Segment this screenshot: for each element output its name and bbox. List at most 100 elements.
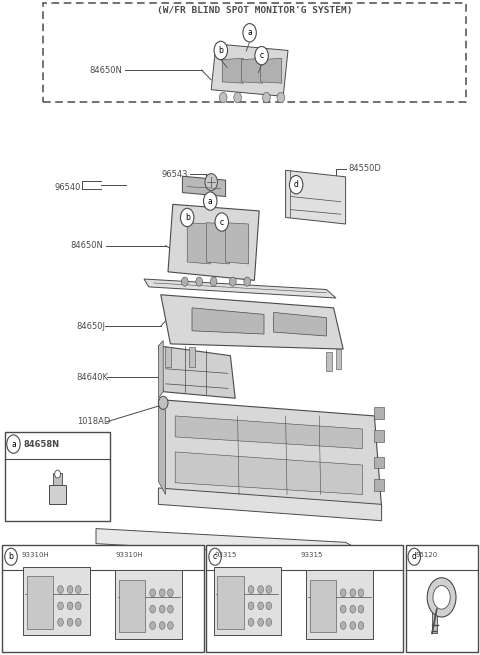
Polygon shape [161, 295, 343, 349]
Circle shape [150, 605, 156, 613]
Bar [119, 580, 145, 632]
Circle shape [358, 605, 364, 613]
Text: 1018AD: 1018AD [77, 417, 110, 426]
Polygon shape [182, 176, 226, 196]
Text: 93310H: 93310H [115, 552, 143, 559]
Circle shape [248, 586, 254, 593]
Circle shape [258, 586, 264, 593]
Circle shape [58, 618, 63, 626]
Bar [374, 407, 384, 419]
Circle shape [159, 589, 165, 597]
Bar [336, 349, 341, 369]
Bar [43, 3, 466, 102]
Text: c: c [213, 552, 217, 561]
Circle shape [158, 396, 168, 409]
Text: 84550D: 84550D [348, 164, 381, 174]
Circle shape [340, 589, 346, 597]
Bar [306, 570, 373, 639]
Circle shape [234, 92, 241, 103]
Circle shape [427, 578, 456, 617]
Circle shape [358, 589, 364, 597]
Circle shape [258, 618, 264, 626]
Bar [189, 347, 195, 367]
Polygon shape [158, 346, 235, 398]
Circle shape [289, 176, 303, 194]
Polygon shape [226, 223, 249, 264]
Bar [310, 580, 336, 632]
Text: (W/FR BLIND SPOT MONITOR'G SYSTEM): (W/FR BLIND SPOT MONITOR'G SYSTEM) [156, 6, 352, 15]
Circle shape [248, 618, 254, 626]
Circle shape [67, 602, 73, 610]
Polygon shape [187, 223, 210, 264]
Bar [374, 457, 384, 468]
Circle shape [181, 277, 188, 286]
Circle shape [75, 618, 81, 626]
Text: c: c [220, 217, 224, 227]
Circle shape [243, 24, 256, 42]
Polygon shape [168, 204, 259, 280]
Circle shape [196, 277, 203, 286]
Polygon shape [211, 44, 288, 96]
Circle shape [408, 548, 420, 565]
Polygon shape [261, 58, 282, 83]
Circle shape [7, 435, 20, 453]
Polygon shape [192, 308, 264, 334]
Circle shape [266, 602, 272, 610]
Text: 93310H: 93310H [22, 552, 49, 559]
Circle shape [180, 208, 194, 227]
Polygon shape [175, 416, 362, 449]
Bar [2, 545, 204, 652]
Bar [374, 479, 384, 491]
Bar [214, 567, 281, 635]
Circle shape [58, 586, 63, 593]
Text: b: b [9, 552, 13, 561]
Text: 84650J: 84650J [77, 322, 106, 331]
Circle shape [150, 589, 156, 597]
Bar [49, 485, 66, 504]
Circle shape [204, 192, 217, 210]
Bar [432, 607, 437, 633]
Circle shape [214, 41, 228, 60]
Polygon shape [96, 529, 360, 558]
Polygon shape [241, 58, 263, 83]
Circle shape [55, 470, 60, 478]
Circle shape [248, 602, 254, 610]
Polygon shape [158, 341, 163, 398]
Polygon shape [206, 223, 229, 264]
Circle shape [255, 47, 268, 65]
Circle shape [358, 622, 364, 629]
Polygon shape [158, 488, 382, 521]
Bar [23, 567, 90, 635]
Circle shape [75, 602, 81, 610]
Circle shape [258, 602, 264, 610]
Text: 96540: 96540 [54, 183, 81, 193]
Circle shape [433, 586, 450, 609]
Circle shape [168, 622, 173, 629]
Text: b: b [218, 46, 223, 55]
Circle shape [263, 92, 270, 103]
Polygon shape [274, 312, 326, 336]
Circle shape [350, 605, 356, 613]
Polygon shape [286, 170, 346, 224]
Circle shape [150, 622, 156, 629]
Text: 84650N: 84650N [90, 66, 122, 75]
Circle shape [215, 213, 228, 231]
Text: a: a [11, 440, 16, 449]
Bar [53, 473, 62, 485]
Text: 84640K: 84640K [77, 373, 109, 382]
Circle shape [58, 602, 63, 610]
Polygon shape [144, 279, 336, 298]
Text: 96543: 96543 [162, 170, 188, 179]
Circle shape [5, 548, 17, 565]
Text: d: d [412, 552, 417, 561]
Circle shape [159, 605, 165, 613]
Text: 93315: 93315 [215, 552, 237, 559]
Text: 93315: 93315 [301, 552, 324, 559]
Text: 84650N: 84650N [71, 241, 103, 250]
Text: a: a [208, 196, 213, 206]
Text: a: a [247, 28, 252, 37]
Bar [115, 570, 182, 639]
Circle shape [209, 548, 221, 565]
Bar [406, 545, 478, 652]
Text: d: d [294, 180, 299, 189]
